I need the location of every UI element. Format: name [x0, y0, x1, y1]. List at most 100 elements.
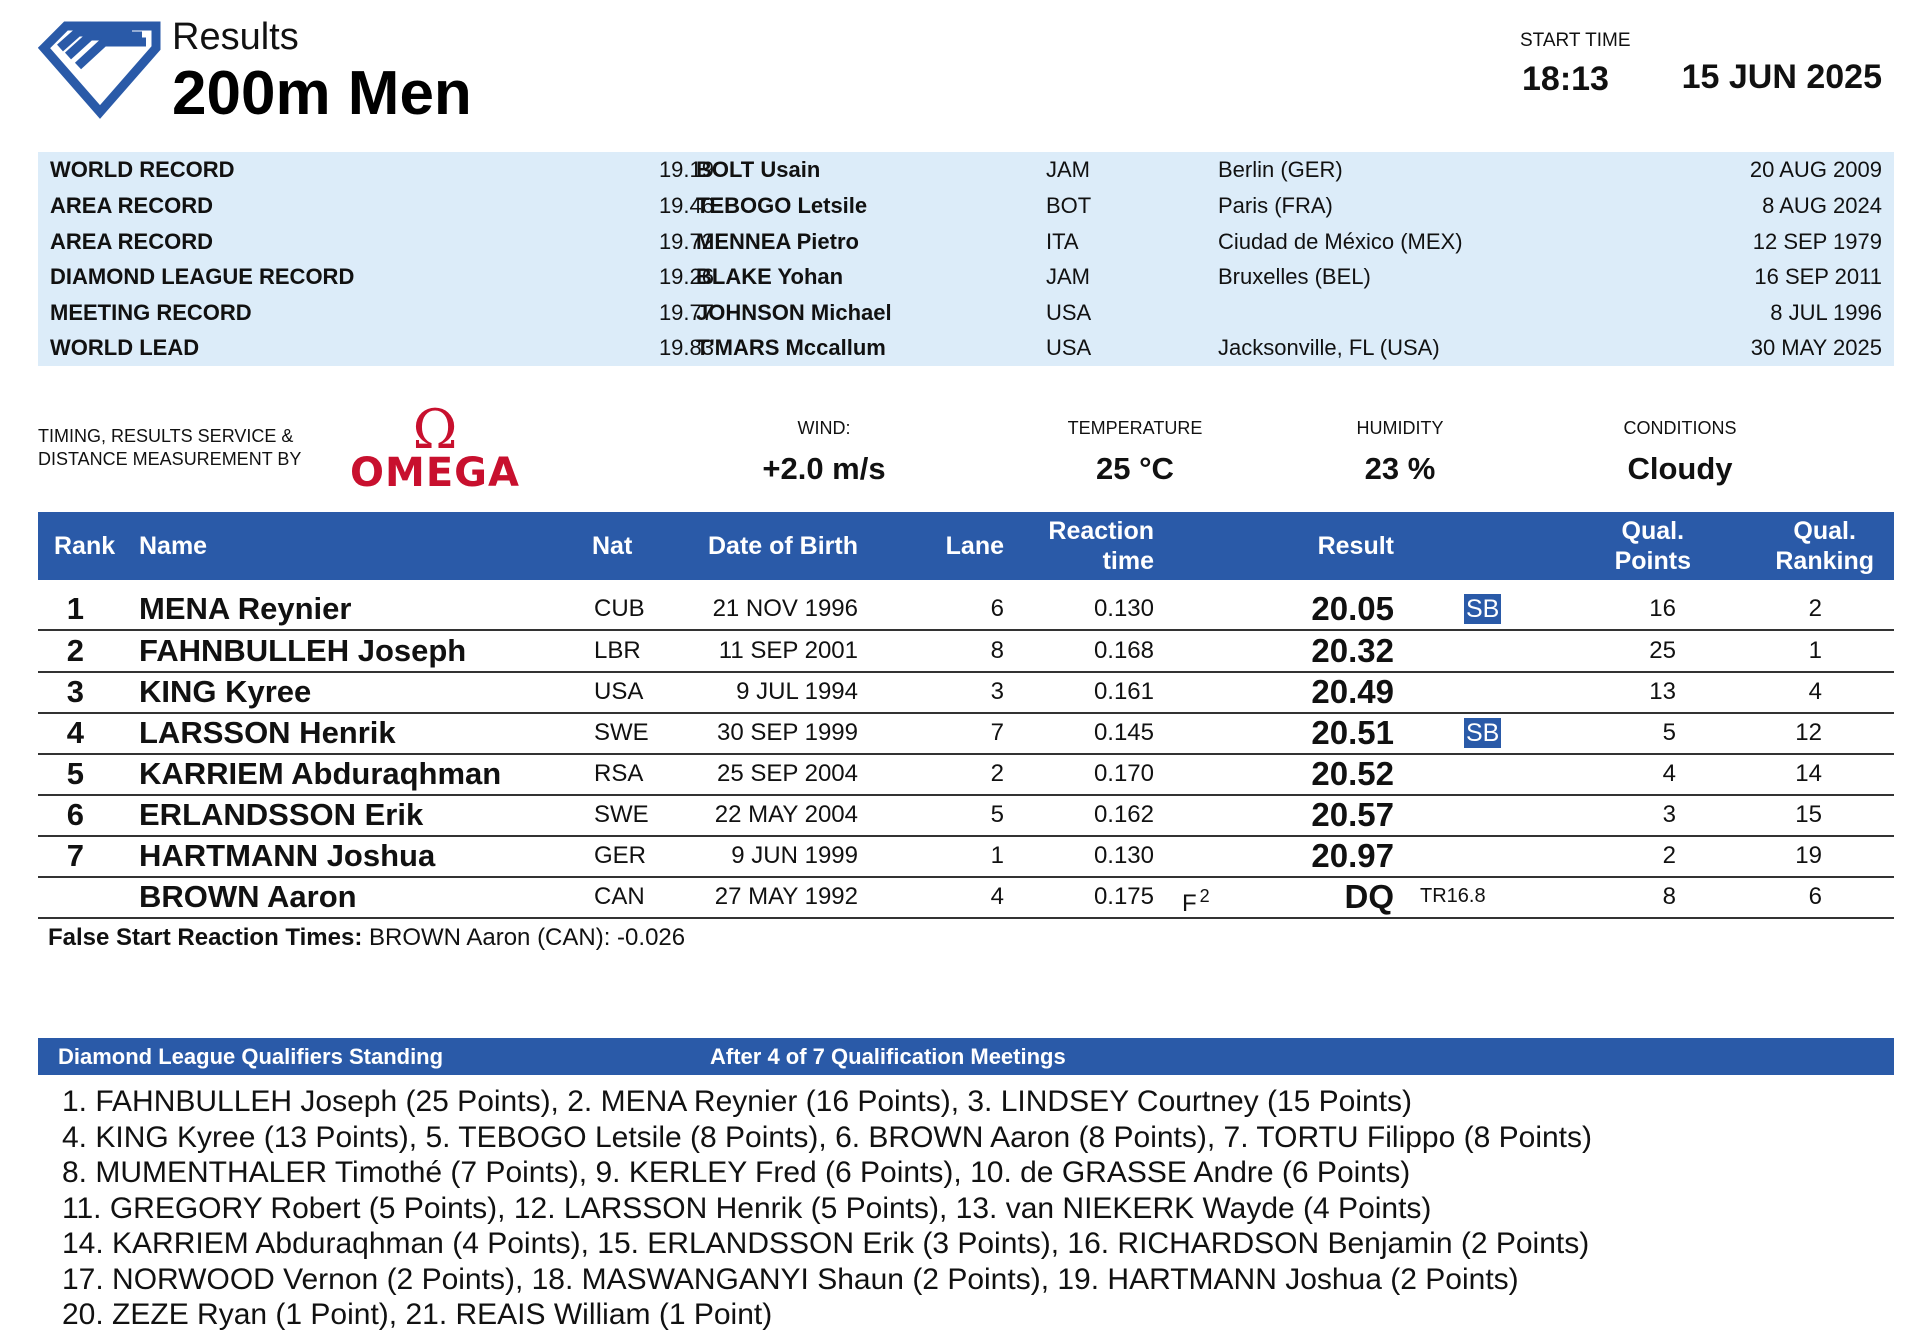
header-rank: Rank — [54, 532, 116, 560]
record-label: WORLD LEAD — [50, 335, 200, 360]
header-dob: Date of Birth — [708, 532, 858, 560]
row-qual-ranking: 4 — [1808, 678, 1822, 705]
row-lane: 5 — [990, 801, 1004, 828]
table-row: 3 KING Kyree USA 9 JUL 1994 3 0.161 20.4… — [38, 671, 1894, 714]
row-lane: 7 — [990, 719, 1004, 746]
record-value: 19.19 — [658, 157, 714, 182]
row-lane: 1 — [990, 842, 1004, 869]
row-lane: 2 — [990, 760, 1004, 787]
results-table-header: Rank Name Nat Date of Birth Lane Reactio… — [38, 512, 1894, 580]
record-nat: BOT — [1046, 193, 1092, 218]
record-date: 8 JUL 1996 — [1770, 300, 1882, 325]
row-result: DQ — [1344, 878, 1395, 915]
row-qual-ranking: 15 — [1795, 801, 1822, 828]
record-holder: JOHNSON Michael — [696, 300, 892, 325]
row-result: 20.49 — [1311, 673, 1394, 710]
row-rank: 3 — [66, 674, 84, 709]
row-nat: LBR — [594, 637, 641, 664]
wind-label: WIND: — [797, 418, 851, 438]
row-reaction: 0.161 — [1093, 678, 1154, 705]
row-name: FAHNBULLEH Joseph — [139, 633, 467, 668]
record-label: AREA RECORD — [50, 193, 213, 218]
row-reaction: 0.168 — [1093, 637, 1154, 664]
row-result: 20.57 — [1311, 796, 1394, 833]
row-rank: 1 — [66, 591, 84, 626]
svg-text:Ω: Ω — [413, 402, 458, 454]
row-name: KING Kyree — [139, 674, 312, 709]
row-lane: 4 — [990, 883, 1004, 910]
row-dob: 27 MAY 1992 — [714, 883, 858, 910]
row-rank: 6 — [66, 797, 84, 832]
humidity-value: 23 % — [1364, 451, 1436, 486]
row-qual-points: 13 — [1649, 678, 1676, 705]
row-qual-ranking: 12 — [1795, 719, 1822, 746]
omega-wordmark: OMEGA — [350, 450, 520, 496]
wind-value: +2.0 m/s — [762, 451, 886, 486]
standings-list: 1. FAHNBULLEH Joseph (25 Points), 2. MEN… — [62, 1084, 1592, 1333]
record-date: 16 SEP 2011 — [1754, 264, 1882, 289]
row-nat: USA — [594, 678, 644, 705]
row-result: 20.05 — [1311, 590, 1394, 627]
page-title: 200m Men — [172, 59, 472, 128]
row-lane: 6 — [990, 595, 1004, 622]
temperature-block: TEMPERATURE 25 °C — [1050, 418, 1220, 487]
row-qual-ranking: 2 — [1808, 595, 1822, 622]
row-nat: SWE — [594, 719, 649, 746]
standings-line: 20. ZEZE Ryan (1 Point), 21. REAIS Willi… — [62, 1298, 773, 1331]
record-value: 19.72 — [658, 229, 714, 254]
row-dob: 9 JUN 1999 — [731, 842, 858, 869]
row-dob: 21 NOV 1996 — [712, 595, 858, 622]
row-nat: RSA — [594, 760, 644, 787]
row-qual-points: 4 — [1662, 760, 1676, 787]
omega-symbol-icon: Ω — [413, 402, 458, 454]
row-name: KARRIEM Abduraqhman — [139, 756, 502, 791]
header-reaction-line: Reaction — [1048, 517, 1154, 545]
row-name: HARTMANN Joshua — [139, 838, 436, 873]
start-time-label: START TIME — [1520, 30, 1631, 51]
row-reaction: 0.175 — [1093, 883, 1154, 910]
record-date: 30 MAY 2025 — [1750, 335, 1882, 360]
standings-line: 1. FAHNBULLEH Joseph (25 Points), 2. MEN… — [62, 1085, 1413, 1118]
omega-logo: Ω OMEGA — [342, 402, 528, 500]
false-start-note: False Start Reaction Times: BROWN Aaron … — [48, 924, 685, 952]
row-qual-ranking: 1 — [1808, 637, 1822, 664]
row-qual-ranking: 14 — [1795, 760, 1822, 787]
row-result: 20.97 — [1311, 837, 1394, 874]
record-value: 19.77 — [658, 300, 714, 325]
timing-credit: TIMING, RESULTS SERVICE & DISTANCE MEASU… — [38, 425, 338, 471]
temperature-label: TEMPERATURE — [1067, 418, 1203, 438]
row-name: BROWN Aaron — [139, 879, 357, 914]
record-row: WORLD LEAD 19.83 T'MARS Mccallum USA Jac… — [38, 330, 1894, 366]
row-nat: GER — [594, 842, 647, 869]
row-qual-points: 8 — [1662, 883, 1676, 910]
page-subtitle: Results — [172, 16, 299, 58]
standings-line: 4. KING Kyree (13 Points), 5. TEBOGO Let… — [62, 1120, 1592, 1154]
records-box: WORLD RECORD 19.19 BOLT Usain JAM Berlin… — [38, 152, 1894, 366]
row-rule-reference: TR16.8 — [1420, 885, 1486, 907]
row-lane: 8 — [990, 637, 1004, 664]
record-date: 12 SEP 1979 — [1752, 229, 1882, 254]
row-reaction: 0.162 — [1093, 801, 1154, 828]
record-venue: Bruxelles (BEL) — [1218, 264, 1371, 289]
row-qual-points: 2 — [1662, 842, 1676, 869]
header-name: Name — [139, 532, 208, 560]
record-nat: USA — [1046, 335, 1092, 360]
row-rank: 4 — [66, 715, 84, 750]
record-value: 19.83 — [658, 335, 714, 360]
header-qual-ranking-line: Qual. — [1793, 517, 1856, 545]
humidity-block: HUMIDITY 23 % — [1330, 418, 1470, 487]
row-result: 20.52 — [1311, 755, 1394, 792]
table-row: 1 MENA Reynier CUB 21 NOV 1996 6 0.130 2… — [38, 588, 1894, 631]
record-venue: Ciudad de México (MEX) — [1218, 229, 1463, 254]
row-dob: 25 SEP 2004 — [716, 760, 858, 787]
row-dob: 30 SEP 1999 — [716, 719, 858, 746]
record-venue: Paris (FRA) — [1218, 193, 1333, 218]
row-reaction: 0.130 — [1093, 842, 1154, 869]
record-label: MEETING RECORD — [50, 300, 252, 325]
table-row: 5 KARRIEM Abduraqhman RSA 25 SEP 2004 2 … — [38, 753, 1894, 796]
false-start-flag-letter: F — [1182, 890, 1197, 917]
season-best-badge: SB — [1464, 594, 1502, 624]
row-qual-ranking: 6 — [1808, 883, 1822, 910]
row-reaction: 0.145 — [1093, 719, 1154, 746]
